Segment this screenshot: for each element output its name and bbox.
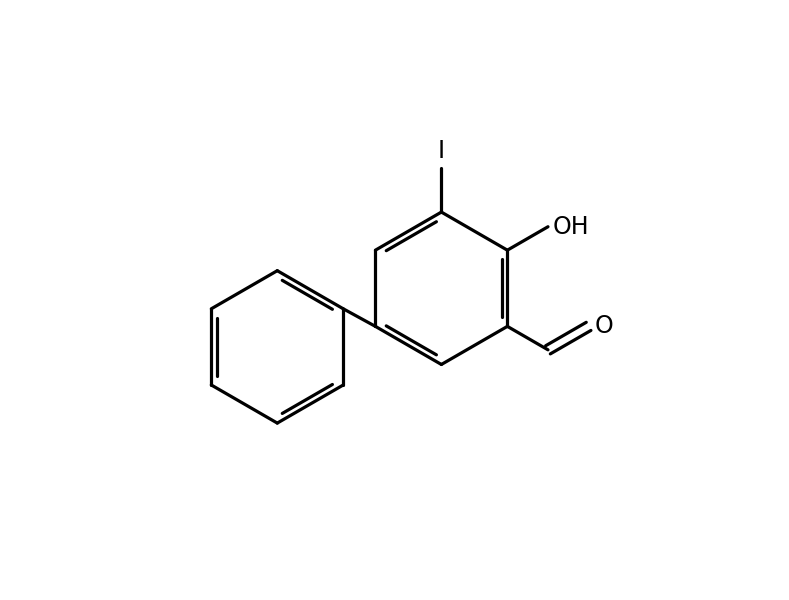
Text: OH: OH [552,215,589,239]
Text: O: O [594,314,613,338]
Text: I: I [438,139,445,163]
